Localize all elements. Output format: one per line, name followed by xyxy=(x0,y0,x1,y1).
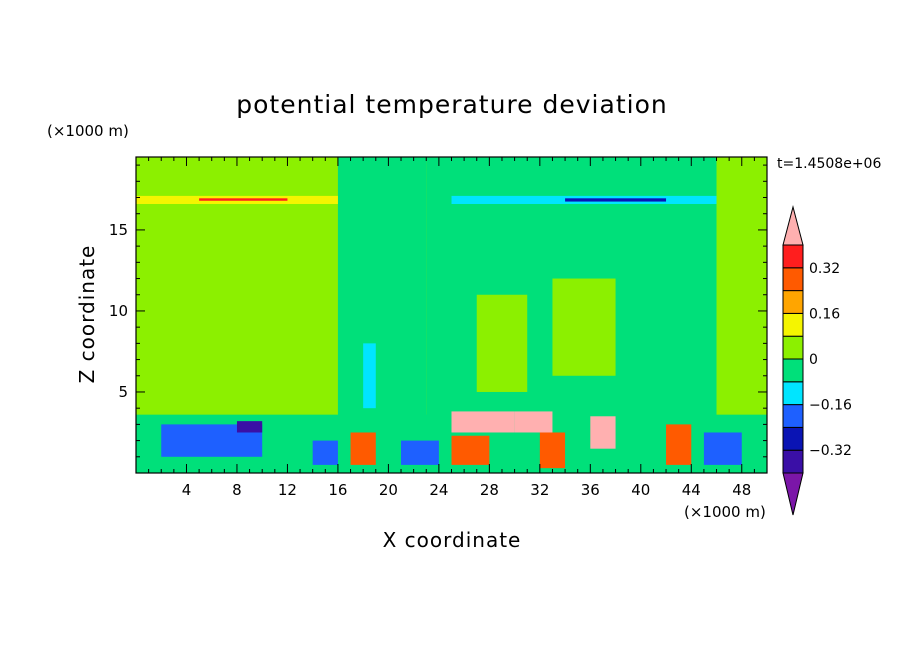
time-label: t=1.4508e+06 xyxy=(777,156,881,172)
x-tick-label: 36 xyxy=(581,481,600,499)
colorbar-band xyxy=(782,381,804,406)
x-tick-label: 28 xyxy=(480,481,499,499)
heatmap-cell-13 xyxy=(350,432,376,465)
x-tick-label: 16 xyxy=(328,481,347,499)
colorbar-band xyxy=(782,358,804,383)
heatmap-cell-17 xyxy=(514,411,553,433)
heatmap-cell-22 xyxy=(703,432,742,465)
x-axis-unit-label: (×1000 m) xyxy=(684,503,766,521)
heatmap-cell-5 xyxy=(363,343,376,409)
y-axis-label: Z coordinate xyxy=(75,245,99,384)
colorbar-band xyxy=(782,335,804,360)
heatmap-cell-21 xyxy=(401,440,439,465)
colorbar-band xyxy=(782,267,804,292)
y-tick-label: 15 xyxy=(109,221,128,239)
y-axis: 5 10 15 xyxy=(109,164,767,458)
heatmap-cell-16 xyxy=(451,411,515,433)
heatmap-cell-9 xyxy=(565,198,667,202)
heatmap-cell-19 xyxy=(666,424,692,465)
x-tick-label: 40 xyxy=(631,481,650,499)
x-tick-label: 8 xyxy=(232,481,242,499)
x-axis-label: X coordinate xyxy=(383,528,522,552)
heatmap-cell-14 xyxy=(451,435,490,465)
heatmap-cell-4 xyxy=(552,278,616,376)
heatmap-cell-15 xyxy=(539,432,566,469)
colorbar-band xyxy=(782,244,804,269)
x-tick-label: 32 xyxy=(530,481,549,499)
colorbar-label: −0.16 xyxy=(809,398,852,414)
plot-area xyxy=(135,156,768,474)
y-tick-label: 10 xyxy=(109,302,128,320)
y-axis-unit-label: (×1000 m) xyxy=(47,122,129,140)
colorbar: 0.32 0.16 0 −0.16 −0.32 xyxy=(782,205,852,516)
colorbar-label: 0.16 xyxy=(809,306,840,322)
colorbar-upper-triangle xyxy=(782,205,804,246)
x-tick-label: 24 xyxy=(429,481,448,499)
heatmap-cell-7 xyxy=(199,198,288,201)
colorbar-label: −0.32 xyxy=(809,443,852,459)
colorbar-label: 0 xyxy=(809,352,818,368)
x-tick-label: 12 xyxy=(278,481,297,499)
x-tick-label: 44 xyxy=(682,481,701,499)
heatmap-cell-1 xyxy=(337,157,427,417)
colorbar-band xyxy=(782,426,804,451)
heatmap-cell-20 xyxy=(312,440,338,465)
colorbar-label: 0.32 xyxy=(809,261,840,277)
colorbar-band xyxy=(782,290,804,314)
x-tick-label: 48 xyxy=(732,481,751,499)
heatmap-cell-3 xyxy=(476,294,528,392)
x-axis: 4 8 12 16 20 24 28 32 36 40 44 48 xyxy=(148,157,755,499)
x-tick-label: 4 xyxy=(182,481,192,499)
chart-title: potential temperature deviation xyxy=(236,90,667,119)
heatmap-cell-18 xyxy=(590,416,616,449)
x-tick-label: 20 xyxy=(379,481,398,499)
heatmap-cell-12 xyxy=(236,421,263,433)
colorbar-lower-triangle xyxy=(782,472,804,516)
colorbar-band xyxy=(782,449,804,474)
y-tick-label: 5 xyxy=(118,383,128,401)
colorbar-band xyxy=(782,404,804,428)
colorbar-band xyxy=(782,312,804,337)
